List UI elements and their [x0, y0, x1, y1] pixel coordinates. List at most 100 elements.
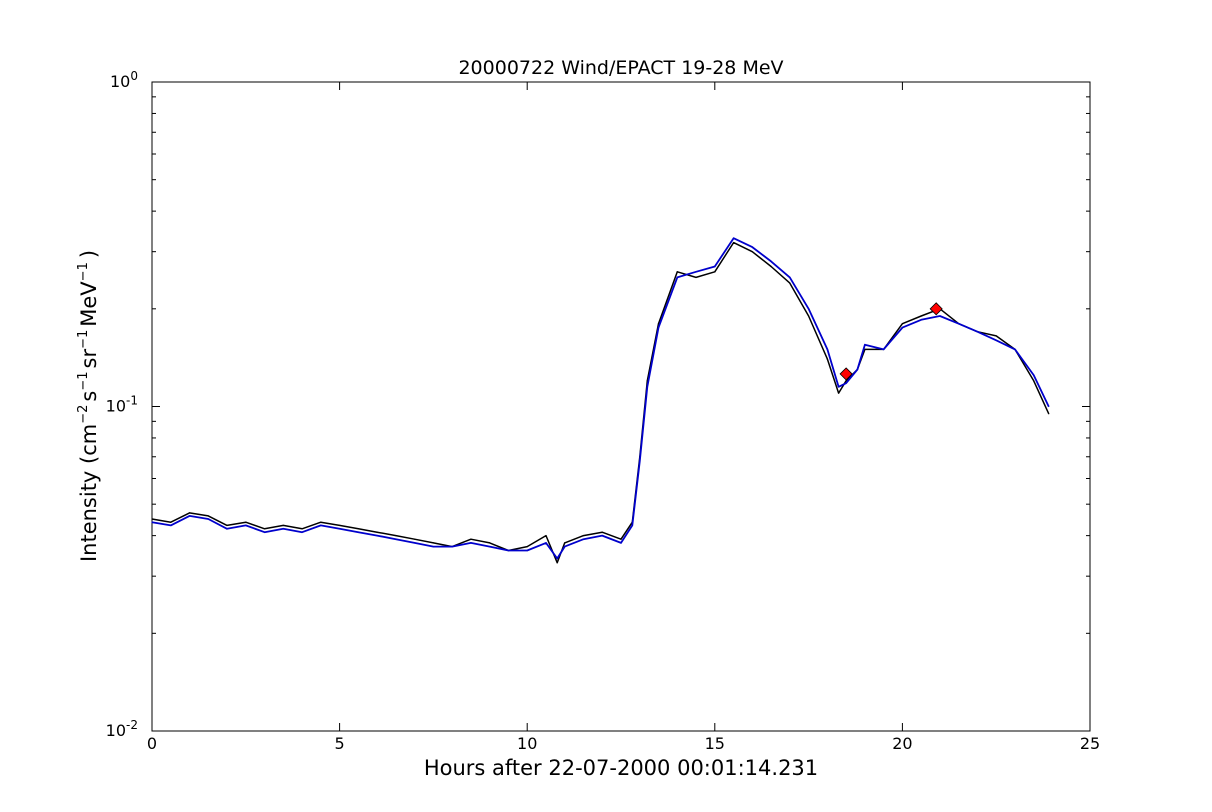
smoothed-data-point: [564, 546, 566, 548]
smoothed-data-point: [1014, 348, 1016, 350]
raw-data-point: [556, 562, 558, 564]
smoothed-data-point: [646, 386, 648, 388]
raw-data-point: [714, 271, 716, 273]
smoothed-data-point: [770, 260, 772, 262]
smoothed-data-point: [1048, 405, 1050, 408]
raw-data-point: [320, 521, 322, 523]
raw-data-point: [395, 535, 397, 537]
raw-data-point: [845, 380, 847, 382]
y-tick-exp: -1: [126, 394, 138, 408]
raw-data-point: [995, 335, 997, 337]
smoothed-data-point: [1033, 374, 1035, 376]
raw-data-point: [751, 251, 753, 253]
smoothed-data-point: [282, 528, 284, 530]
smoothed-data-point: [620, 542, 622, 544]
raw-data-point: [826, 358, 828, 360]
raw-data-point: [301, 528, 303, 530]
series-layer: [151, 237, 1050, 564]
x-tick-label: 15: [705, 734, 725, 753]
raw-data-point: [789, 282, 791, 284]
y-tick-label: 10-1: [106, 394, 138, 416]
raw-data-point: [770, 265, 772, 268]
x-tick-label: 20: [892, 734, 912, 753]
smoothed-data-point: [226, 528, 228, 530]
y-label-exp4: −1: [76, 262, 91, 281]
y-label-exp1: −2: [76, 405, 91, 424]
y-label-exp2: −1: [76, 371, 91, 390]
smoothed-data-point: [845, 382, 847, 384]
smoothed-data-point: [838, 386, 840, 388]
smoothed-data-point: [451, 546, 453, 548]
raw-data-point: [470, 538, 472, 540]
smoothed-data-point: [732, 237, 735, 239]
smoothed-data-point: [958, 323, 960, 325]
smoothed-data-point: [676, 276, 678, 278]
raw-data-point: [526, 546, 528, 548]
smoothed-data-point: [826, 348, 828, 350]
smoothed-data-point: [151, 521, 153, 523]
smoothed-data-point: [188, 515, 191, 517]
raw-data-point: [864, 348, 866, 350]
smoothed-data-point: [789, 276, 791, 278]
raw-data-point: [376, 531, 378, 533]
smoothed-data-point: [320, 524, 322, 527]
raw-data-point: [920, 315, 922, 317]
smoothed-data-point: [470, 542, 472, 544]
smoothed-data-point: [601, 535, 603, 537]
smoothed-data-point: [657, 327, 660, 329]
smoothed-data-point: [432, 546, 434, 548]
raw-data-point: [620, 538, 622, 540]
smoothed-data-point: [639, 460, 641, 462]
smoothed-data-point: [995, 339, 997, 341]
raw-data-point: [170, 521, 172, 523]
smoothed-data-point: [939, 315, 941, 317]
x-axis-label: Hours after 22-07-2000 00:01:14.231: [424, 756, 818, 780]
y-label-prefix: Intensity (cm: [77, 424, 101, 562]
raw-data-point: [339, 524, 341, 527]
raw-data-point: [282, 524, 284, 527]
raw-data-point: [226, 524, 228, 527]
y-label-suffix: ): [77, 250, 101, 258]
raw-data-point: [695, 276, 697, 278]
y-tick-base: 10: [106, 721, 126, 740]
smoothed-data-point: [414, 542, 416, 544]
y-label-exp3: −1: [76, 330, 91, 349]
raw-data-point: [151, 518, 153, 520]
y-label-part2: s: [77, 391, 101, 402]
x-tick-label: 0: [147, 734, 157, 753]
smoothed-data-point: [339, 528, 341, 530]
raw-data-point: [732, 241, 735, 244]
x-tick-label: 25: [1080, 734, 1100, 753]
raw-data-point: [601, 531, 603, 533]
raw-data-point: [657, 323, 660, 325]
smoothed-data-point: [582, 538, 585, 540]
raw-data-point: [676, 271, 678, 273]
smoothed-data-point: [920, 319, 922, 321]
raw-data-point: [245, 521, 247, 523]
raw-data-point: [808, 315, 810, 317]
raw-data-point: [207, 515, 209, 517]
y-tick-base: 10: [110, 72, 130, 91]
raw-data-point: [564, 542, 566, 544]
smoothed-data-point: [856, 368, 858, 371]
smoothed-data-point: [545, 542, 547, 544]
y-label-part4: MeV: [77, 281, 101, 327]
raw-data-point: [1033, 380, 1035, 382]
smoothed-data-point: [301, 531, 303, 533]
event-marker: [839, 367, 853, 381]
y-tick-label: 100: [110, 69, 138, 91]
smoothed-data-point: [864, 344, 866, 346]
smoothed-data-point: [357, 531, 359, 533]
smoothed-data-point: [207, 518, 209, 520]
smoothed-data-point: [883, 348, 885, 350]
raw-data-point: [838, 392, 840, 394]
marker-layer: [839, 302, 943, 381]
y-axis-label: Intensity (cm−2s−1sr−1MeV−1): [76, 250, 101, 562]
event-marker: [929, 302, 943, 316]
raw-data-point: [414, 538, 416, 540]
smoothed-data-point: [376, 535, 378, 537]
y-label-part3: sr: [77, 349, 101, 369]
y-tick-exp: -2: [126, 718, 138, 732]
